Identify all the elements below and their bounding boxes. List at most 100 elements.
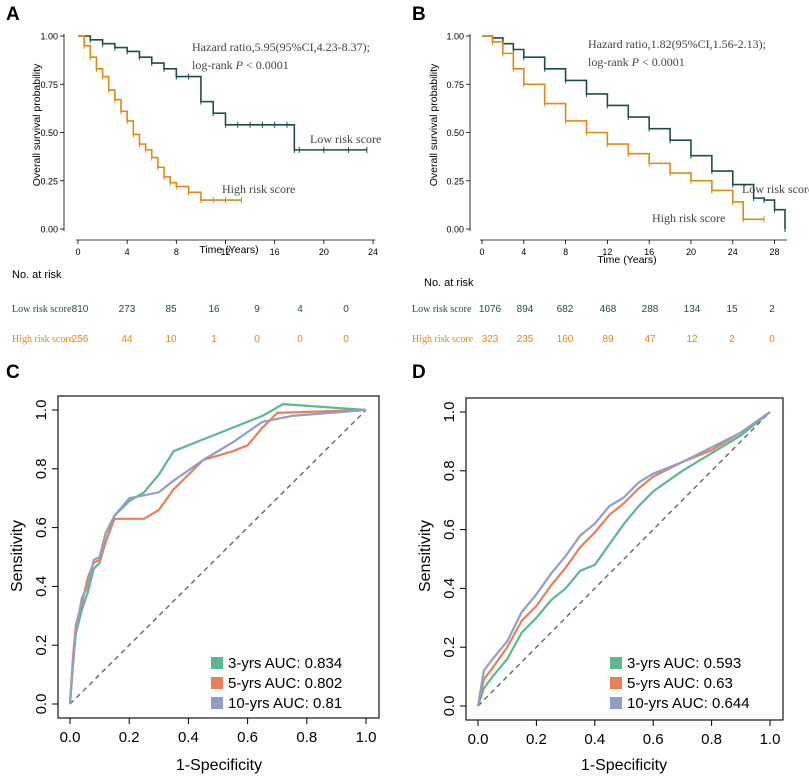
y-tick-label: 0.0 [33, 694, 50, 715]
y-tick-label: 0.50 [446, 128, 464, 138]
risk-row-high-label: High risk score [412, 334, 474, 345]
y-tick-label: 0.0 [441, 696, 458, 717]
x-tick-label: 0.8 [296, 729, 317, 746]
legend-label: 5-yrs AUC: 0.63 [627, 675, 733, 692]
risk-table-cell: 0 [769, 334, 775, 345]
x-tick-label: 4 [521, 247, 526, 257]
risk-table-cell: 2 [769, 304, 775, 315]
risk-table-cell: 1 [211, 334, 217, 345]
legend-label: 5-yrs AUC: 0.802 [228, 675, 342, 692]
logrank-suffix: < 0.0001 [642, 55, 685, 69]
risk-table-cell: 9 [254, 304, 260, 315]
risk-table-cell: 89 [602, 334, 614, 345]
risk-row-low-label: Low risk score [12, 304, 72, 315]
y-tick-label: 1.00 [40, 32, 58, 42]
y-tick-label: 0.75 [446, 80, 464, 90]
roc-curve-3-yrs [476, 411, 771, 707]
legend-label: 3-yrs AUC: 0.834 [228, 655, 342, 672]
x-tick-label: 0.4 [178, 729, 199, 746]
y-tick-label: 0.6 [33, 517, 50, 538]
x-tick-label: 0.0 [468, 731, 489, 748]
y-axis-label: Sensitivity [417, 520, 434, 592]
logrank-annotation: log-rank P < 0.0001 [192, 58, 289, 72]
y-tick-label: 1.00 [446, 32, 464, 42]
x-tick-label: 4 [125, 247, 130, 257]
hazard-ratio-annotation: Hazard ratio,1.82(95%CI,1.56-2.13); [588, 37, 766, 51]
x-tick-label: 0.0 [60, 729, 81, 746]
risk-table-cell: 47 [644, 334, 656, 345]
risk-table-cell: 2 [729, 334, 735, 345]
x-tick-label: 8 [174, 247, 179, 257]
plot-frame [465, 397, 784, 721]
risk-table-cell: 10 [165, 334, 177, 345]
x-tick-label: 0.2 [526, 731, 547, 748]
y-tick-label: 0.50 [40, 128, 58, 138]
risk-row-low-label: Low risk score [412, 304, 472, 315]
x-axis-label: 1-Specificity [581, 757, 667, 774]
logrank-prefix: log-rank [588, 55, 629, 69]
x-tick-label: 0.6 [237, 729, 258, 746]
high-risk-curve-label: High risk score [652, 211, 725, 225]
risk-table-cell: 0 [343, 334, 349, 345]
low-risk-curve-label: Low risk score [742, 182, 809, 196]
low-risk-curve-label: Low risk score [310, 132, 381, 146]
risk-table-cell: 810 [72, 304, 89, 315]
y-tick-label: 0.2 [33, 635, 50, 656]
x-tick-label: 0 [479, 247, 484, 257]
risk-table-cell: 12 [686, 334, 698, 345]
risk-table-cell: 894 [517, 304, 534, 315]
y-axis-label: Overall survival probability [31, 63, 43, 186]
risk-table-cell: 288 [642, 304, 659, 315]
panel-letter-b: B [412, 4, 426, 25]
y-tick-label: 0.4 [33, 576, 50, 597]
y-tick-label: 1.0 [441, 402, 458, 423]
risk-table-cell: 16 [208, 304, 220, 315]
y-tick-label: 0.6 [441, 519, 458, 540]
risk-table-cell: 273 [119, 304, 136, 315]
x-tick-label: 16 [644, 247, 654, 257]
x-tick-label: 0 [75, 247, 80, 257]
risk-table-cell: 235 [517, 334, 534, 345]
legend-label: 10-yrs AUC: 0.81 [228, 695, 342, 712]
legend-swatch [610, 697, 622, 709]
risk-table-heading: No. at risk [12, 269, 62, 281]
y-tick-label: 0.00 [446, 225, 464, 235]
x-tick-label: 0.2 [119, 729, 140, 746]
risk-table-cell: 85 [165, 304, 177, 315]
x-tick-label: 12 [220, 247, 230, 257]
y-tick-label: 0.4 [441, 578, 458, 599]
legend-swatch [211, 657, 223, 669]
high-risk-survival-curve [78, 35, 242, 201]
legend-label: 10-yrs AUC: 0.644 [627, 695, 750, 712]
y-axis-label: Sensitivity [9, 520, 26, 592]
logrank-annotation: log-rank P < 0.0001 [588, 55, 685, 69]
x-tick-label: 0.6 [643, 731, 664, 748]
legend-swatch [610, 677, 622, 689]
risk-table-heading: No. at risk [424, 277, 474, 289]
panel-c-roc-plot: C Sensitivity 1-Specificity 0.0 0.0 0.2 0.2… [6, 362, 380, 774]
risk-table-cell: 323 [482, 334, 499, 345]
x-tick-label: 24 [368, 247, 378, 257]
risk-table-cell: 682 [557, 304, 574, 315]
legend-swatch [211, 677, 223, 689]
x-tick-label: 12 [602, 247, 612, 257]
y-tick-label: 0.00 [40, 225, 58, 235]
reference-diagonal [69, 409, 367, 705]
x-tick-label: 0.4 [584, 731, 605, 748]
logrank-p: P [235, 58, 244, 72]
panel-d-roc-plot: D Sensitivity 1-Specificity 0.0 0.0 0.2 0.2… [412, 362, 784, 774]
panel-a-km-plot: A Hazard ratio,5.95(95%CI,4.23-8.37); lo… [6, 4, 381, 345]
risk-table-cell: 0 [254, 334, 260, 345]
x-tick-label: 0.8 [701, 731, 722, 748]
risk-row-high-label: High risk score [12, 334, 74, 345]
x-tick-label: 1.0 [356, 729, 377, 746]
y-tick-label: 0.8 [33, 458, 50, 479]
risk-table-cell: 1076 [479, 304, 502, 315]
y-tick-label: 0.75 [40, 80, 58, 90]
y-tick-label: 0.25 [40, 176, 58, 186]
risk-table-cell: 134 [684, 304, 701, 315]
legend-label: 3-yrs AUC: 0.593 [627, 655, 741, 672]
x-tick-label: 8 [563, 247, 568, 257]
plot-frame [57, 395, 380, 719]
